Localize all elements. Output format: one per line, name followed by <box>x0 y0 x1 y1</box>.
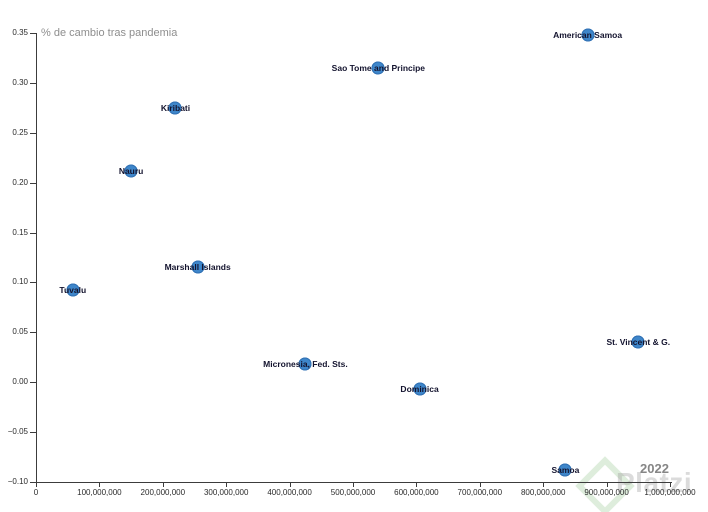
x-tick <box>416 482 418 487</box>
data-point[interactable] <box>298 357 312 371</box>
y-tick-label: 0.25 <box>12 127 28 137</box>
data-point[interactable] <box>581 28 595 42</box>
x-tick-label: 500,000,000 <box>330 488 376 497</box>
data-point-label: Dominica <box>400 384 439 395</box>
y-tick-label: 0.15 <box>12 227 28 237</box>
x-tick <box>670 482 671 487</box>
y-axis <box>36 33 37 482</box>
y-tick <box>30 432 36 434</box>
data-point-label: Nauru <box>118 165 144 176</box>
data-point[interactable] <box>631 335 645 349</box>
year-annotation: 2022 <box>640 461 669 476</box>
x-tick-label: 400,000,000 <box>267 488 312 497</box>
data-point-label: Kiribati <box>160 102 191 113</box>
x-tick <box>226 482 228 487</box>
y-tick-label: 0.10 <box>12 277 28 287</box>
y-tick <box>30 332 36 334</box>
data-point[interactable] <box>371 61 385 75</box>
y-tick-label: −0.10 <box>7 477 28 486</box>
y-tick-label: 0.35 <box>12 28 28 37</box>
x-tick <box>289 482 291 487</box>
x-tick <box>543 482 545 487</box>
data-point-label: Micronesia, Fed. Sts. <box>263 359 348 370</box>
data-point[interactable] <box>191 260 205 274</box>
y-tick <box>30 382 36 384</box>
x-tick <box>36 482 37 487</box>
data-point-label: Marshall Islands <box>164 262 231 273</box>
data-point[interactable] <box>124 164 138 178</box>
y-tick-label: −0.05 <box>7 427 28 437</box>
data-point-label: Sao Tome and Principe <box>331 62 426 73</box>
y-tick <box>30 82 36 84</box>
y-tick-label: 0.00 <box>12 377 28 387</box>
data-point[interactable] <box>413 382 427 396</box>
x-tick-label: 700,000,000 <box>457 488 503 497</box>
x-tick-label: 300,000,000 <box>203 488 249 497</box>
data-point-label: Samoa <box>551 465 580 476</box>
x-tick <box>353 482 354 487</box>
y-tick <box>30 33 36 34</box>
x-tick-label: 1,000,000,000 <box>644 488 696 497</box>
x-tick-label: 900,000,000 <box>584 488 629 497</box>
x-axis <box>36 482 672 483</box>
y-tick-label: 0.30 <box>12 77 28 87</box>
y-tick <box>30 232 36 234</box>
x-tick-label: 800,000,000 <box>520 488 566 497</box>
data-point-label: St. Vincent & G. <box>606 337 671 348</box>
x-tick <box>479 482 481 487</box>
data-point[interactable] <box>66 283 80 297</box>
data-point-label: American Samoa <box>553 29 623 40</box>
x-tick-label: 0 <box>33 488 39 497</box>
y-tick <box>30 182 36 184</box>
y-tick <box>30 132 36 134</box>
data-point-label: Tuvalu <box>59 285 87 296</box>
x-tick <box>606 482 608 487</box>
x-tick-label: 200,000,000 <box>140 488 186 497</box>
y-tick-label: 0.05 <box>12 327 28 337</box>
y-tick <box>30 282 36 284</box>
x-tick-label: 100,000,000 <box>77 488 122 497</box>
chart-title: % de cambio tras pandemia <box>41 27 178 39</box>
x-tick <box>162 482 164 487</box>
data-point[interactable] <box>168 101 182 115</box>
data-point[interactable] <box>558 463 572 477</box>
x-tick-label: 600,000,000 <box>394 488 439 497</box>
x-tick <box>99 482 101 487</box>
y-tick <box>30 482 36 483</box>
y-tick-label: 0.20 <box>12 177 28 187</box>
